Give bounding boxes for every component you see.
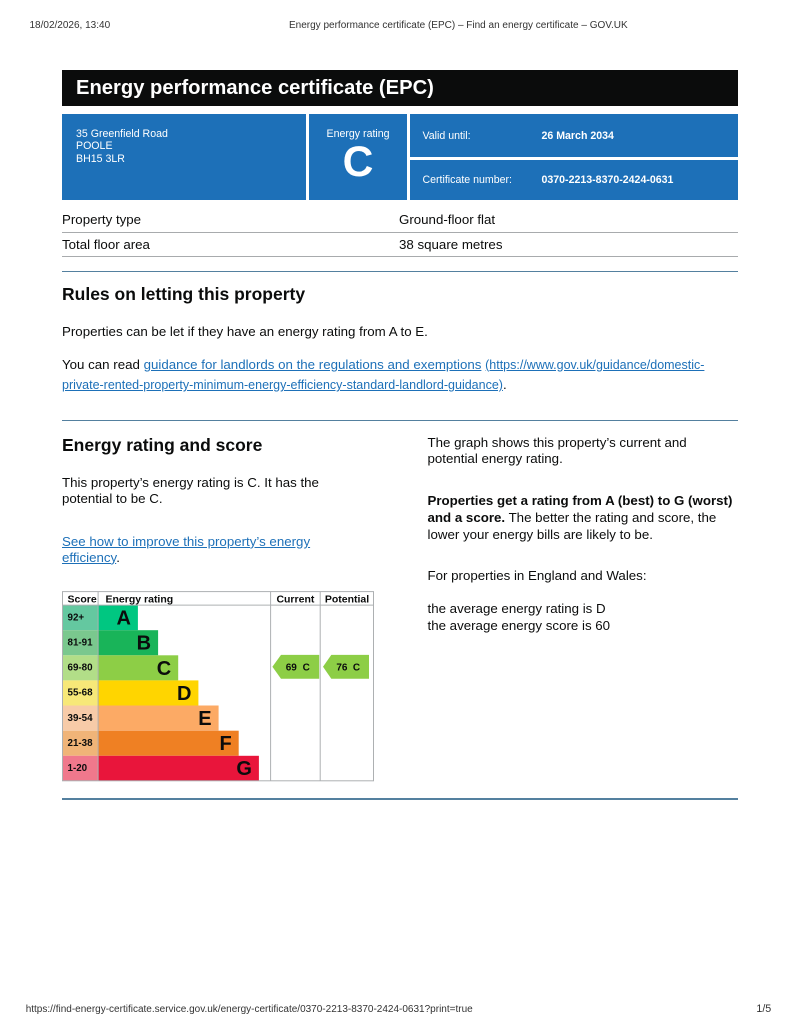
svg-text:F: F (219, 733, 231, 755)
svg-text:C: C (353, 662, 360, 673)
svg-text:81-91: 81-91 (68, 638, 94, 649)
svg-text:Potential: Potential (325, 594, 369, 606)
svg-text:69: 69 (286, 662, 298, 673)
svg-text:C: C (303, 662, 310, 673)
svg-text:1-20: 1-20 (68, 763, 88, 774)
svg-text:B: B (137, 633, 151, 655)
svg-text:69-80: 69-80 (68, 663, 94, 674)
svg-text:21-38: 21-38 (68, 738, 94, 749)
svg-text:92+: 92+ (68, 612, 85, 623)
svg-text:Score: Score (68, 594, 97, 606)
svg-text:E: E (198, 708, 211, 730)
svg-text:55-68: 55-68 (68, 688, 94, 699)
svg-text:G: G (236, 758, 252, 780)
svg-text:D: D (177, 683, 191, 705)
svg-text:39-54: 39-54 (68, 713, 94, 724)
svg-text:76: 76 (336, 662, 348, 673)
svg-text:A: A (116, 608, 130, 630)
svg-text:Energy rating: Energy rating (106, 594, 174, 606)
svg-text:Current: Current (276, 594, 314, 606)
svg-text:C: C (157, 658, 171, 680)
